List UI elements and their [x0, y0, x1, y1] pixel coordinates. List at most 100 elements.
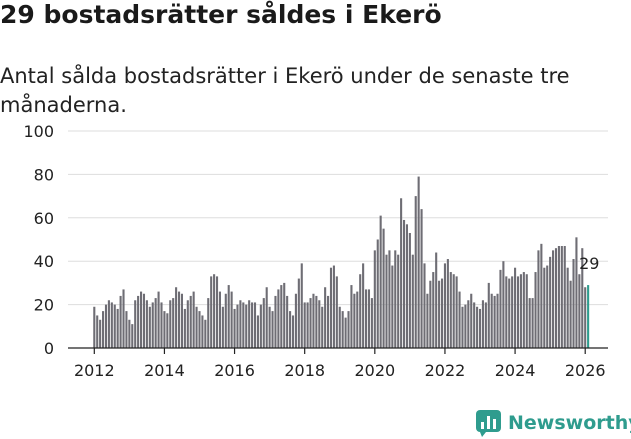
bar	[210, 276, 213, 348]
bar	[522, 272, 525, 348]
bar	[344, 317, 347, 348]
bar	[122, 289, 125, 348]
bar	[107, 300, 110, 348]
bar	[473, 302, 476, 348]
bar	[554, 248, 558, 348]
bar	[359, 274, 362, 348]
bar	[157, 291, 160, 348]
x-axis: 2012 2014 2016 2018 2020 2022 2024 2026	[68, 347, 608, 380]
bar	[458, 291, 461, 348]
bar	[151, 302, 154, 348]
bar	[537, 250, 540, 348]
last-value-label: 29	[579, 254, 599, 273]
bar	[493, 295, 496, 348]
bar	[309, 298, 312, 348]
bar	[516, 276, 520, 348]
bar	[391, 265, 394, 348]
bar	[435, 252, 438, 348]
x-tick-label: 2012	[74, 361, 115, 380]
bar	[353, 293, 356, 348]
bar	[286, 295, 289, 348]
bar	[289, 311, 292, 348]
y-tick-label: 40	[34, 252, 54, 271]
bar	[552, 250, 555, 348]
bar	[242, 302, 245, 348]
bar	[467, 300, 470, 348]
bar	[224, 293, 227, 348]
bar	[113, 304, 116, 348]
bar	[426, 293, 429, 348]
bar	[283, 282, 286, 348]
bar	[169, 300, 172, 348]
bar	[142, 293, 146, 348]
bar	[566, 267, 569, 348]
bar	[420, 209, 423, 348]
bar	[376, 239, 379, 348]
bar	[525, 274, 528, 348]
bar	[239, 300, 242, 348]
bar	[297, 278, 300, 348]
bar	[207, 298, 210, 348]
bar	[280, 285, 283, 348]
bar	[402, 219, 406, 348]
bar	[251, 302, 254, 348]
x-tick-label: 2018	[284, 361, 325, 380]
bar	[388, 250, 391, 348]
bar	[189, 295, 192, 348]
bar	[335, 276, 338, 348]
bar	[312, 293, 315, 348]
bar	[560, 246, 563, 348]
x-tick-label: 2020	[354, 361, 395, 380]
bar	[172, 298, 175, 348]
y-tick-label: 60	[34, 209, 54, 228]
bar	[245, 304, 248, 348]
bar	[385, 254, 388, 348]
bar	[213, 274, 216, 348]
bar	[461, 306, 464, 348]
bar	[417, 176, 420, 348]
bar	[379, 215, 382, 348]
bar	[248, 300, 251, 348]
bar-chart: 0 20 40 60 80 100 2012 2014 2016 2018 2020 2022 202…	[23, 122, 608, 380]
brand-name: Newsworthy	[508, 412, 631, 434]
bar	[274, 295, 277, 348]
bar	[134, 300, 137, 348]
bar	[110, 302, 113, 348]
bar	[382, 228, 385, 348]
bar	[446, 259, 449, 348]
bar	[470, 293, 473, 348]
bar	[405, 224, 409, 348]
bar	[423, 263, 426, 348]
bar	[262, 298, 265, 348]
bar	[291, 315, 295, 348]
bar	[315, 295, 318, 348]
bar	[131, 324, 134, 348]
bar	[432, 272, 435, 348]
bar	[575, 237, 578, 348]
bar	[563, 246, 566, 348]
bar	[318, 300, 321, 348]
bar	[154, 298, 157, 348]
bar	[584, 287, 587, 348]
bar	[534, 272, 537, 348]
bar	[265, 287, 268, 348]
bar	[175, 287, 178, 348]
bar	[125, 311, 128, 348]
bar	[408, 232, 411, 348]
bar	[104, 304, 108, 348]
bar	[587, 285, 590, 348]
bar	[356, 291, 359, 348]
bar	[327, 295, 330, 348]
bar	[93, 306, 96, 348]
bar	[557, 246, 560, 348]
bar	[198, 311, 201, 348]
bar	[440, 278, 444, 348]
bar	[186, 300, 189, 348]
bar	[502, 261, 505, 348]
bar	[543, 267, 546, 348]
bar	[476, 306, 479, 348]
y-tick-label: 100	[23, 122, 54, 141]
y-tick-label: 80	[34, 165, 54, 184]
x-tick-label: 2016	[214, 361, 255, 380]
bar	[508, 278, 511, 348]
